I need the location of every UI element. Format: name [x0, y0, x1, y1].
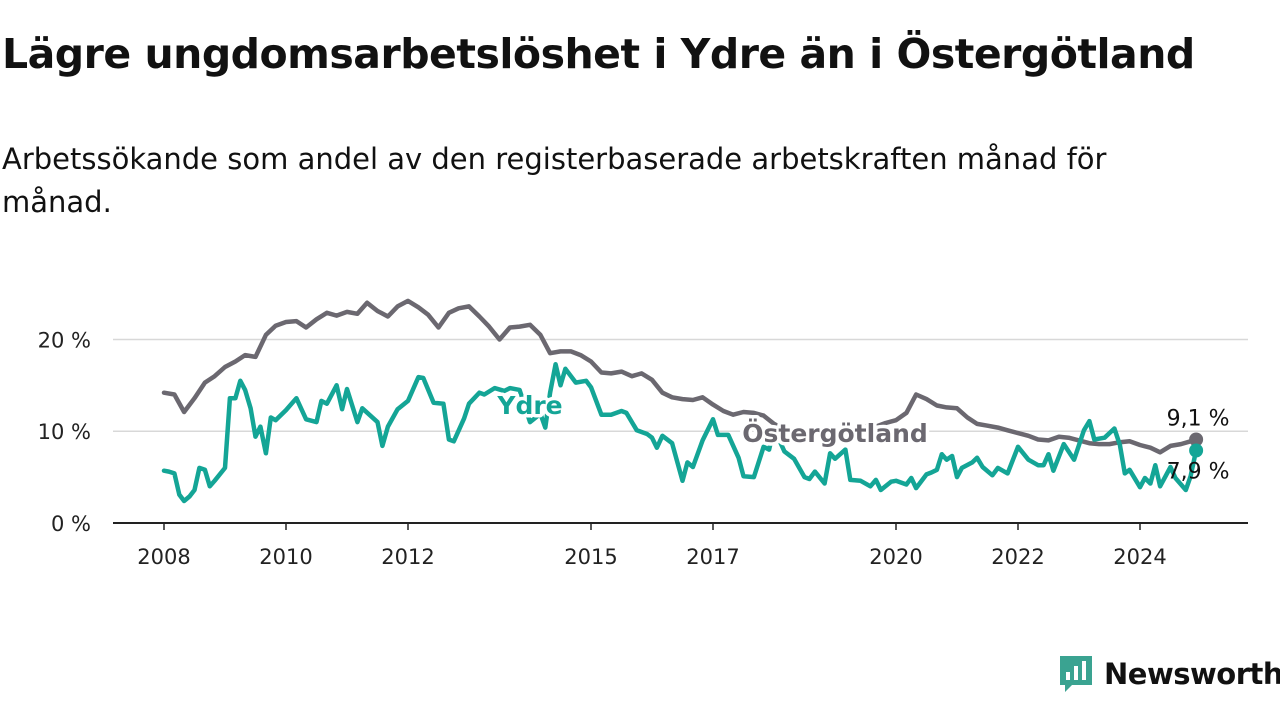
x-tick-label: 2022 — [991, 545, 1044, 569]
grid-lines — [113, 338, 1248, 524]
series-lines — [161, 298, 1204, 504]
x-tick-label: 2015 — [564, 545, 617, 569]
y-tick-label: 10 % — [38, 420, 91, 444]
x-tick-label: 2017 — [686, 545, 739, 569]
newsworthy-logo: Newsworthy — [1058, 654, 1280, 694]
series-labels: Ydre Östergötland 9,1 % 7,9 % — [493, 387, 1230, 485]
newsworthy-logo-text: Newsworthy — [1104, 657, 1280, 691]
x-axis-ticks: 2008 2010 2012 2015 2017 2020 2022 2024 — [137, 523, 1167, 569]
ydre-series-label: Ydre — [496, 391, 562, 420]
ostergotland-series-label: Östergötland — [742, 418, 928, 448]
newsworthy-logo-icon — [1060, 656, 1092, 692]
ostergotland-line — [161, 298, 1199, 455]
x-tick-label: 2024 — [1113, 545, 1166, 569]
ostergotland-end-label: 9,1 % — [1167, 406, 1230, 431]
x-tick-label: 2012 — [381, 545, 434, 569]
y-tick-label: 20 % — [38, 328, 91, 352]
ydre-end-point — [1189, 443, 1204, 458]
x-tick-label: 2008 — [137, 545, 190, 569]
chart-subtitle: Arbetssökande som andel av den registerb… — [2, 142, 1107, 219]
x-tick-label: 2020 — [869, 545, 922, 569]
ydre-end-label: 7,9 % — [1167, 460, 1230, 485]
x-tick-label: 2010 — [259, 545, 312, 569]
ydre-line — [161, 361, 1199, 504]
y-axis-ticks: 0 % 10 % 20 % — [38, 328, 91, 536]
ostergotland-end-point — [1189, 432, 1204, 447]
y-tick-label: 0 % — [51, 512, 91, 536]
chart-title: Lägre ungdomsarbetslöshet i Ydre än i Ös… — [2, 30, 1195, 78]
